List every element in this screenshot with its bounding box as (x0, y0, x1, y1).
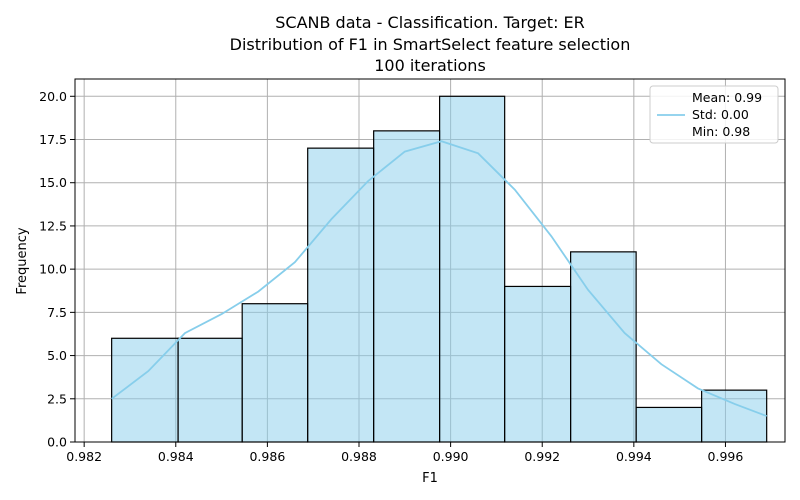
chart-title: SCANB data - Classification. Target: ER … (230, 13, 631, 75)
histogram-bar-7 (504, 285, 572, 443)
kde-curve (111, 140, 767, 417)
legend: Mean: 0.99 Std: 0.00 Min: 0.98 (649, 85, 779, 144)
title-line-3: 100 iterations (374, 56, 486, 75)
y-tick-label: 10.0 (39, 262, 67, 277)
x-tick-label: 0.986 (249, 449, 285, 464)
x-axis-label: F1 (422, 471, 438, 486)
x-tick-label: 0.994 (616, 449, 652, 464)
y-tick-label: 2.5 (47, 391, 67, 406)
histogram-bar-4 (307, 147, 375, 443)
legend-entry-std: Std: 0.00 (692, 107, 749, 122)
histogram-bar-8 (570, 251, 637, 443)
histogram-bar-2 (177, 337, 243, 443)
y-tick-label: 5.0 (47, 348, 67, 363)
x-tick-label: 0.996 (708, 449, 744, 464)
y-tick-label: 17.5 (39, 132, 67, 147)
histogram-bar-3 (241, 303, 309, 443)
x-axis-ticks: 0.982 0.984 0.986 0.988 0.990 0.992 0.994 0.996 (66, 442, 743, 464)
legend-box (649, 85, 779, 144)
x-tick-label: 0.990 (433, 449, 469, 464)
title-line-2: Distribution of F1 in SmartSelect featur… (230, 35, 631, 54)
plot-frame (74, 78, 786, 443)
histogram-bar-6 (439, 95, 506, 443)
x-tick-label: 0.984 (158, 449, 194, 464)
title-line-1: SCANB data - Classification. Target: ER (275, 13, 585, 32)
x-tick-label: 0.988 (341, 449, 377, 464)
y-axis-label: Frequency (15, 227, 30, 294)
y-axis-ticks: 0.0 2.5 5.0 7.5 10.0 12.5 15.0 17.5 20.0 (39, 89, 75, 450)
y-tick-label: 7.5 (47, 305, 67, 320)
legend-entry-mean: Mean: 0.99 (692, 90, 762, 105)
histogram-bar-9 (635, 406, 703, 443)
histogram-bar-5 (373, 130, 441, 443)
histogram-bar-1 (111, 337, 179, 443)
x-tick-label: 0.992 (524, 449, 560, 464)
y-tick-label: 20.0 (39, 89, 67, 104)
x-tick-label: 0.982 (66, 449, 102, 464)
legend-entry-min: Min: 0.98 (692, 124, 750, 139)
y-tick-label: 0.0 (47, 435, 67, 450)
histogram-bar-10 (701, 389, 768, 443)
y-tick-label: 15.0 (39, 175, 67, 190)
y-tick-label: 12.5 (39, 218, 67, 233)
